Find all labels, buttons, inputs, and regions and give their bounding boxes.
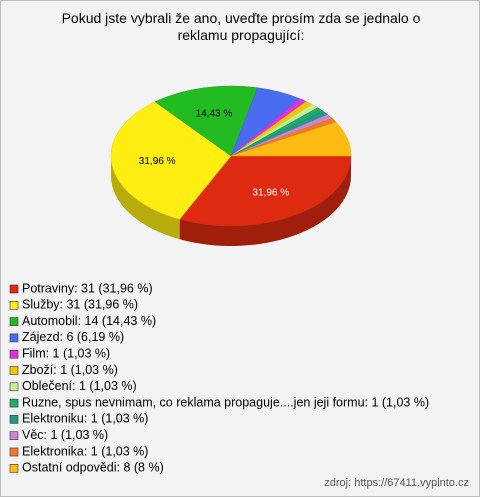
legend-label: Automobil: 14 (14,43 %): [22, 314, 156, 328]
slice-label: 31,96 %: [139, 156, 176, 167]
legend-label: Elektroniku: 1 (1,03 %): [22, 412, 148, 426]
slice-side: [179, 156, 351, 247]
legend-label: Zboží: 1 (1,03 %): [22, 363, 118, 377]
legend-label: Film: 1 (1,03 %): [22, 346, 110, 360]
slice-label: 14,43 %: [196, 108, 233, 119]
legend-swatch: [9, 317, 19, 326]
legend-label: Věc: 1 (1,03 %): [22, 428, 108, 442]
legend-label: Ruzne, spus nevnimam, co reklama propagu…: [22, 395, 429, 409]
legend-swatch: [9, 366, 19, 375]
legend-swatch: [9, 463, 19, 473]
slice-side: [110, 156, 180, 240]
legend-swatch: [9, 431, 19, 441]
chart-title: Pokud jste vybrali že ano, uveďte prosím…: [61, 10, 421, 43]
slice: [230, 121, 352, 157]
legend-label: Elektronika: 1 (1,03 %): [22, 444, 148, 458]
slice: [154, 85, 258, 157]
slice: [179, 155, 352, 227]
legend-swatch: [9, 284, 19, 294]
legend-label: Služby: 31 (31,96 %): [22, 298, 138, 312]
legend-swatch: [9, 349, 19, 359]
source: zdroj: https://67411.vyplnto.cz: [324, 477, 469, 489]
legend-swatch: [9, 300, 19, 310]
legend-label: Potraviny: 31 (31,96 %): [22, 281, 153, 295]
legend-swatch: [9, 382, 19, 392]
legend-swatch: [9, 333, 19, 343]
slice-label: 31,96 %: [252, 187, 289, 198]
legend-swatch: [9, 398, 19, 408]
slice: [110, 101, 232, 220]
legend-label: Zájezd: 6 (6,19 %): [22, 330, 124, 344]
legend-swatch: [9, 447, 19, 457]
legend-label: Ostatní odpovědi: 8 (8 %): [22, 461, 164, 475]
legend-swatch: [9, 415, 19, 424]
legend-label: Oblečení: 1 (1,03 %): [22, 379, 137, 393]
